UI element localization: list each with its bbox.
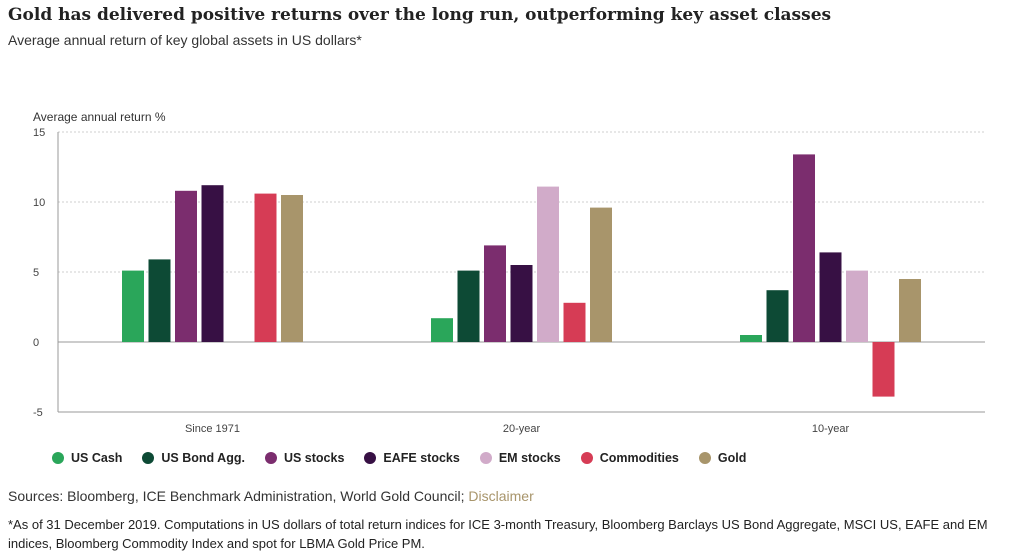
bar [846, 270, 868, 342]
axes: Average annual return % -5 0 5 10 15 Since 197… [33, 110, 985, 435]
bar [148, 259, 171, 342]
bar [899, 279, 921, 342]
y-tick-label: 15 [33, 127, 45, 139]
bar [457, 270, 480, 342]
bar [201, 185, 224, 342]
bar [766, 290, 789, 342]
legend-swatch [698, 452, 711, 464]
legend-item: Gold [698, 451, 747, 465]
legend-item: EAFE stocks [364, 451, 460, 465]
bar [590, 207, 612, 342]
legend-label: Gold [717, 451, 747, 465]
legend-swatch [52, 452, 64, 464]
bar [484, 245, 506, 342]
legend-label: US Cash [71, 451, 123, 465]
bar [431, 318, 453, 342]
legend-label: Commodities [599, 451, 679, 465]
y-tick-label: -5 [33, 407, 43, 419]
legend-swatch [142, 452, 155, 464]
legend-swatch [479, 452, 492, 464]
bar [510, 265, 533, 342]
y-tick-label: 0 [33, 337, 39, 349]
legend-label: EAFE stocks [383, 451, 460, 465]
legend-item: EM stocks [479, 451, 561, 465]
legend-label: US Bond Agg. [161, 451, 245, 465]
sources-line: Sources: Bloomberg, ICE Benchmark Admini… [8, 488, 534, 504]
legend-swatch [364, 452, 377, 464]
x-tick-label: 10-year [812, 423, 850, 435]
y-tick-label: 5 [33, 267, 39, 279]
y-tick-label: 10 [33, 197, 45, 209]
x-tick-label: 20-year [503, 423, 541, 435]
legend-item: US Cash [52, 451, 122, 465]
legend-item: Commodities [580, 451, 679, 465]
legend: US Cash US Bond Agg. US stocks EAFE stocks E… [52, 451, 766, 465]
legend-item: US Bond Agg. [142, 451, 245, 465]
bar-chart: Average annual return % -5 0 5 10 15 Since 197… [33, 110, 985, 435]
legend-swatch [264, 452, 277, 464]
bar [122, 270, 144, 342]
bar [175, 190, 197, 342]
legend-label: EM stocks [498, 451, 561, 465]
legend-label: US stocks [283, 451, 345, 465]
bar [254, 193, 277, 342]
bar [281, 195, 303, 342]
chart-subtitle: Average annual return of key global asse… [8, 32, 362, 48]
chart-title: Gold has delivered positive returns over… [8, 5, 832, 25]
bars [122, 154, 921, 397]
bar [563, 302, 586, 342]
bar [740, 335, 762, 342]
legend-item: US stocks [264, 451, 345, 465]
legend-swatch [580, 452, 593, 464]
bar [819, 252, 842, 342]
sources-text: Sources: Bloomberg, ICE Benchmark Admini… [8, 488, 469, 504]
bar [537, 186, 559, 342]
footnote: *As of 31 December 2019. Computations in… [8, 517, 988, 551]
y-axis-label: Average annual return % [33, 110, 166, 124]
bar [872, 342, 895, 397]
bar [793, 154, 815, 342]
x-tick-label: Since 1971 [185, 423, 240, 435]
disclaimer-link[interactable]: Disclaimer [468, 488, 534, 504]
